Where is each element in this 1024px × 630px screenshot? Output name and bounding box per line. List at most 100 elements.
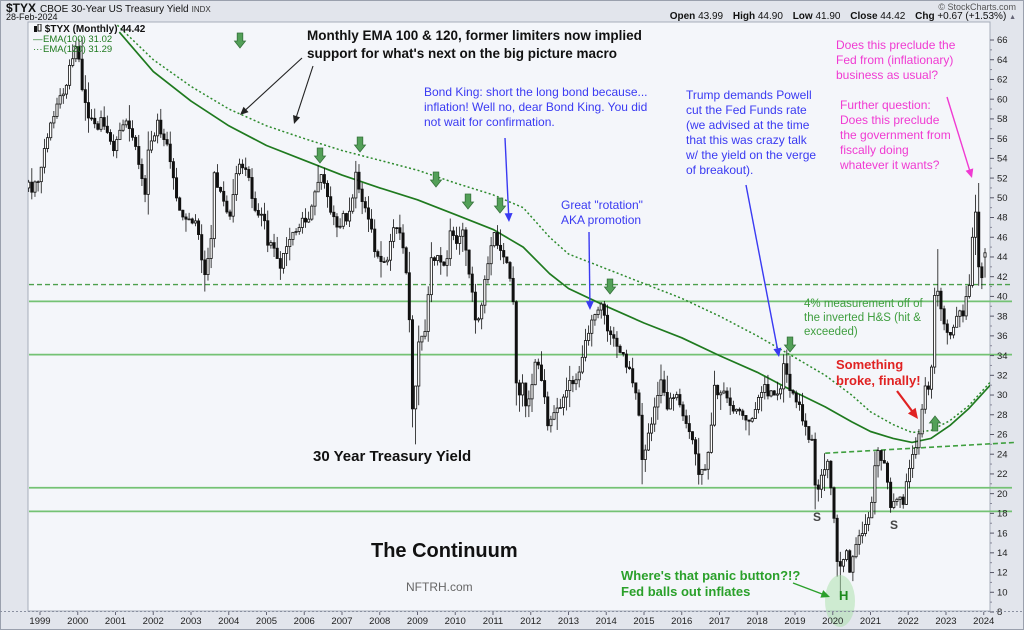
- ema120-line: [116, 24, 990, 434]
- close-label: Close: [850, 11, 878, 22]
- svg-text:1999: 1999: [29, 616, 50, 627]
- svg-text:2011: 2011: [483, 616, 503, 627]
- down-arrow-icon: [233, 32, 247, 49]
- svg-text:2007: 2007: [331, 616, 352, 627]
- svg-text:62: 62: [997, 75, 1008, 86]
- low-value: 41.90: [815, 11, 841, 22]
- open-value: 43.99: [698, 11, 724, 22]
- arrowhead-icon: [820, 590, 830, 598]
- svg-text:2005: 2005: [256, 616, 277, 627]
- svg-text:2022: 2022: [898, 616, 919, 627]
- svg-text:2014: 2014: [596, 616, 617, 627]
- ema100-line: [118, 31, 990, 444]
- svg-text:18: 18: [997, 509, 1008, 520]
- svg-text:2012: 2012: [520, 616, 541, 627]
- legend-ema100[interactable]: EMA(100) 31.02: [43, 34, 113, 45]
- down-arrow-icon: [783, 336, 797, 353]
- legend-ema120[interactable]: EMA(120) 31.29: [43, 44, 113, 55]
- support-lines: [29, 283, 1012, 513]
- svg-text:2009: 2009: [407, 616, 428, 627]
- svg-text:32: 32: [997, 371, 1008, 382]
- svg-text:64: 64: [997, 55, 1008, 66]
- ema100-swatch-icon: —: [33, 34, 43, 45]
- svg-text:46: 46: [997, 232, 1008, 243]
- candlestick-series-icon: [34, 23, 42, 32]
- svg-text:48: 48: [997, 213, 1008, 224]
- svg-text:60: 60: [997, 94, 1008, 105]
- svg-text:16: 16: [997, 528, 1008, 539]
- svg-text:22: 22: [997, 469, 1008, 480]
- high-label: High: [732, 11, 756, 22]
- svg-text:2013: 2013: [558, 616, 579, 627]
- svg-text:2015: 2015: [633, 616, 654, 627]
- header: $TYX CBOE 30-Year US Treasury Yield INDX ©…: [0, 0, 1024, 22]
- up-arrow-icon: [928, 415, 942, 432]
- svg-text:12: 12: [997, 568, 1008, 579]
- svg-text:2023: 2023: [935, 616, 956, 627]
- svg-text:2008: 2008: [369, 616, 390, 627]
- arrowhead-icon: [293, 115, 301, 124]
- x-axis: 1999 2000 2001 2002 2003 2004 2005 2006 2007 2008…: [29, 612, 994, 627]
- svg-text:50: 50: [997, 193, 1008, 204]
- svg-text:2017: 2017: [709, 616, 730, 627]
- down-arrow-icon: [353, 136, 367, 153]
- svg-text:2006: 2006: [294, 616, 315, 627]
- svg-text:26: 26: [997, 430, 1008, 441]
- svg-text:34: 34: [997, 351, 1008, 362]
- close-value: 44.42: [880, 11, 906, 22]
- legend-series[interactable]: $TYX (Monthly) 44.42: [44, 24, 146, 35]
- ohlc-quote: Open 43.99 High 44.90 Low 41.90 Close 44…: [663, 11, 1016, 22]
- up-triangle-icon: ▲: [1009, 14, 1016, 21]
- svg-text:28: 28: [997, 410, 1008, 421]
- svg-text:54: 54: [997, 154, 1008, 165]
- arrowhead-icon: [773, 347, 782, 357]
- chart-legend: $TYX (Monthly) 44.42 —EMA(100) 31.02 ···…: [33, 23, 146, 55]
- svg-text:20: 20: [997, 489, 1008, 500]
- svg-text:2010: 2010: [445, 616, 466, 627]
- svg-text:2019: 2019: [784, 616, 805, 627]
- svg-text:2021: 2021: [860, 616, 881, 627]
- high-value: 44.90: [757, 11, 783, 22]
- arrowhead-icon: [585, 301, 594, 310]
- down-arrow-icon: [313, 147, 327, 164]
- copyright: © StockCharts.com: [938, 2, 1016, 12]
- symbol[interactable]: $TYX: [6, 1, 37, 15]
- svg-text:2001: 2001: [105, 616, 126, 627]
- open-label: Open: [669, 11, 696, 22]
- low-label: Low: [792, 11, 813, 22]
- svg-text:38: 38: [997, 311, 1008, 322]
- svg-text:2003: 2003: [180, 616, 201, 627]
- svg-text:10: 10: [997, 587, 1008, 598]
- chg-label: Chg: [915, 11, 935, 22]
- svg-text:44: 44: [997, 252, 1008, 263]
- ema-touch-arrows: [233, 32, 942, 432]
- exchange-tag: INDX: [191, 5, 211, 14]
- svg-text:2024: 2024: [973, 616, 994, 627]
- annotation-arrows: [240, 57, 974, 598]
- svg-text:2020: 2020: [822, 616, 843, 627]
- chg-value: +0.67 (+1.53%): [937, 11, 1007, 22]
- candlestick-series[interactable]: [28, 37, 987, 598]
- svg-text:42: 42: [997, 272, 1008, 283]
- arrowhead-icon: [504, 213, 513, 222]
- down-arrow-icon: [493, 197, 507, 214]
- svg-text:66: 66: [997, 35, 1008, 46]
- ema120-swatch-icon: ···: [33, 44, 43, 55]
- svg-text:2000: 2000: [67, 616, 88, 627]
- symbol-name: CBOE 30-Year US Treasury Yield: [40, 4, 189, 15]
- arrowhead-icon: [907, 407, 918, 419]
- arrowhead-icon: [240, 106, 249, 115]
- svg-text:52: 52: [997, 173, 1008, 184]
- down-arrow-icon: [461, 193, 475, 210]
- down-arrow-icon: [429, 171, 443, 188]
- date-label: 28-Feb-2024: [6, 12, 58, 22]
- svg-text:36: 36: [997, 331, 1008, 342]
- plot-area[interactable]: [27, 21, 991, 612]
- svg-text:2002: 2002: [143, 616, 164, 627]
- svg-text:58: 58: [997, 114, 1008, 125]
- svg-text:2004: 2004: [218, 616, 239, 627]
- svg-text:56: 56: [997, 134, 1008, 145]
- svg-text:8: 8: [997, 607, 1002, 618]
- svg-text:2016: 2016: [671, 616, 692, 627]
